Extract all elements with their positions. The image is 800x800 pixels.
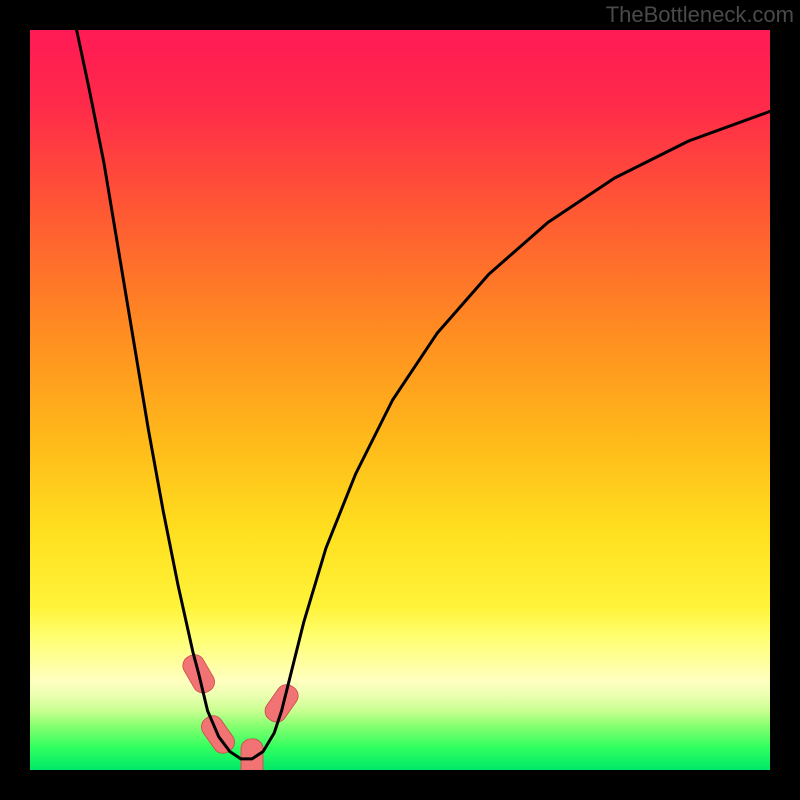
bottleneck-curve bbox=[77, 30, 770, 759]
curve-marker bbox=[261, 681, 302, 726]
watermark-text: TheBottleneck.com bbox=[606, 2, 794, 28]
plot-area bbox=[30, 30, 770, 770]
curve-layer bbox=[30, 30, 770, 770]
